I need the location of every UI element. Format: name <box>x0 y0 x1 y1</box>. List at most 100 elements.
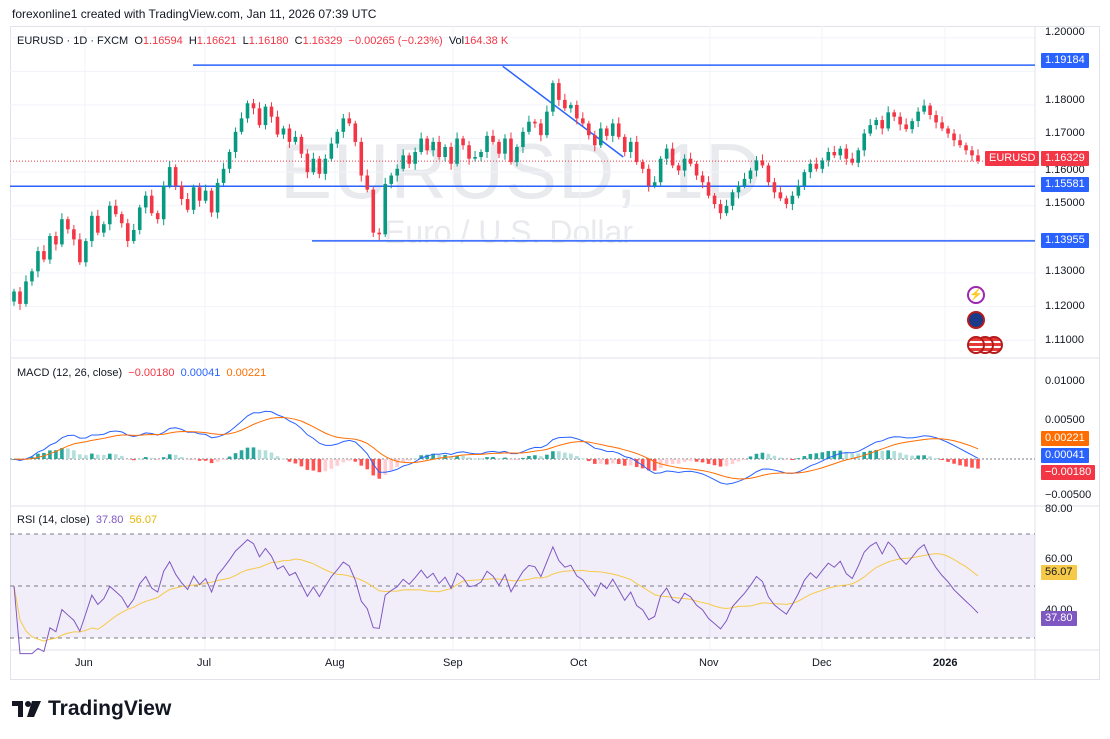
macd-histogram-bar <box>820 452 825 459</box>
candle-body <box>503 138 507 154</box>
lightning-icon[interactable]: ⚡ <box>967 286 985 304</box>
macd-histogram-bar <box>539 456 543 459</box>
macd-histogram-bar <box>251 447 256 459</box>
macd-histogram-bar <box>778 457 783 459</box>
macd-histogram-bar <box>455 455 459 459</box>
macd-histogram-bar <box>724 459 729 467</box>
macd-histogram-bar <box>922 455 926 459</box>
rsi-title[interactable]: RSI (14, close) <box>17 514 90 526</box>
candle-body <box>748 170 753 179</box>
candle-body <box>730 192 735 206</box>
last-price-tag: 1.16329 <box>1041 151 1089 166</box>
macd-histogram-bar <box>215 459 220 462</box>
macd-histogram-bar <box>209 459 214 464</box>
candle-body <box>640 162 645 169</box>
candle-body <box>772 182 777 193</box>
macd-histogram-bar <box>634 459 639 468</box>
macd-histogram-bar <box>952 459 956 464</box>
candle-body <box>634 141 639 163</box>
macd-histogram-bar <box>179 456 184 459</box>
candle-body <box>66 219 70 230</box>
candle-body <box>587 123 591 136</box>
macd-histogram-bar <box>245 447 250 459</box>
macd-histogram-bar <box>802 456 807 459</box>
candle-body <box>293 136 298 142</box>
candle-body <box>820 160 825 169</box>
candle-body <box>407 155 411 164</box>
candle-body <box>616 123 621 137</box>
candle-body <box>269 106 274 117</box>
candle-body <box>437 141 441 158</box>
candle-body <box>557 83 561 100</box>
macd-histogram-bar <box>497 458 501 460</box>
candle-body <box>419 138 423 152</box>
macd-histogram-bar <box>844 451 849 459</box>
rsi-axis-label: 60.00 <box>1045 553 1073 565</box>
macd-histogram-bar <box>569 453 573 459</box>
macd-histogram-bar <box>221 459 226 460</box>
macd-histogram-bar <box>36 453 40 459</box>
candle-body <box>491 135 495 142</box>
eu-flag-icon[interactable] <box>967 311 985 329</box>
macd-histogram-bar <box>281 458 286 460</box>
candle-body <box>108 205 112 225</box>
macd-histogram-bar <box>850 453 855 459</box>
legend-symbol[interactable]: EURUSD · 1D · FXCM <box>17 35 129 47</box>
candle-body <box>646 168 651 186</box>
macd-histogram-bar <box>203 459 208 461</box>
rsi-tag: 37.80 <box>1041 611 1077 626</box>
candle-body <box>838 148 843 156</box>
macd-axis-label: 0.01000 <box>1045 375 1085 387</box>
macd-histogram-bar <box>437 455 441 459</box>
macd-histogram-bar <box>772 455 777 459</box>
macd-title[interactable]: MACD (12, 26, close) <box>17 367 123 379</box>
macd-histogram-bar <box>533 455 537 459</box>
legend-volume: 164.38 K <box>464 35 509 47</box>
candle-body <box>143 195 148 208</box>
candle-body <box>42 251 46 260</box>
candle-body <box>521 131 525 147</box>
candle-body <box>718 204 723 214</box>
macd-histogram-bar <box>102 454 106 459</box>
macd-histogram-bar <box>113 454 118 459</box>
candle-body <box>628 141 633 152</box>
macd-histogram-bar <box>622 459 627 466</box>
legend-c-label: C <box>294 35 303 47</box>
macd-histogram-bar <box>389 459 394 471</box>
candle-body <box>48 236 52 260</box>
candle-body <box>299 136 304 154</box>
macd-signal-value: 0.00221 <box>226 367 267 379</box>
chart-frame <box>10 26 1100 680</box>
macd-pane <box>10 410 1035 485</box>
candle-body <box>563 99 567 109</box>
candle-body <box>329 143 334 159</box>
candle-body <box>497 141 501 154</box>
candle-body <box>36 251 40 272</box>
macd-histogram-bar <box>293 459 298 464</box>
candle-body <box>155 213 160 220</box>
candle-body <box>18 291 22 304</box>
candle-body <box>760 160 765 166</box>
macd-histogram-bar <box>868 450 873 459</box>
candle-body <box>359 141 364 176</box>
symbol-tag: EURUSD <box>985 151 1040 166</box>
candle-body <box>682 158 687 171</box>
macd-histogram-bar <box>748 456 753 459</box>
macd-histogram-bar <box>934 458 938 460</box>
tradingview-logo[interactable]: TradingView <box>12 697 171 721</box>
price-axis-label: 1.11000 <box>1045 334 1084 346</box>
macd-histogram-bar <box>706 459 711 464</box>
macd-histogram-bar <box>72 450 76 459</box>
macd-histogram-bar <box>682 459 687 463</box>
candle-body <box>946 128 950 134</box>
candle-body <box>766 165 771 183</box>
macd-histogram-bar <box>419 455 423 459</box>
macd-histogram-bar <box>197 459 202 461</box>
candle-body <box>185 199 190 210</box>
macd-hist-tag: −0.00180 <box>1041 465 1096 480</box>
candle-body <box>125 223 130 242</box>
macd-histogram-bar <box>467 457 471 459</box>
candle-body <box>443 146 447 158</box>
us-flag-icon[interactable] <box>967 336 985 354</box>
